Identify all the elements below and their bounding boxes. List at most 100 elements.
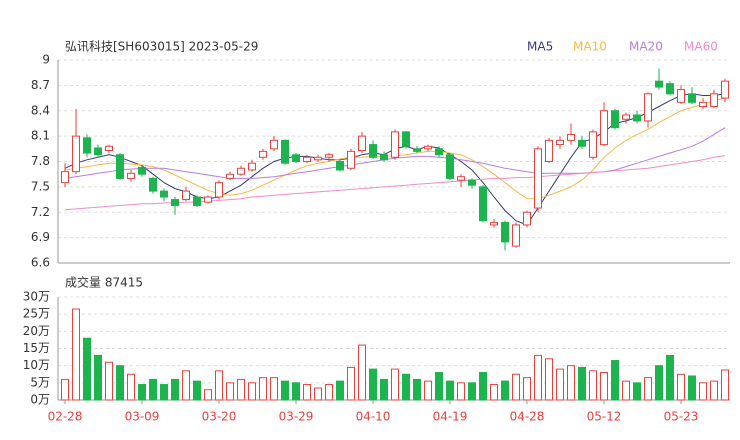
legend-label: MA20 [629, 40, 663, 54]
x-tick-label: 02-28 [48, 410, 83, 424]
candle-body [600, 110, 608, 146]
y-tick-label: 7.5 [31, 179, 50, 193]
volume-bar [402, 373, 410, 401]
volume-bar [677, 373, 685, 401]
volume-bar [490, 384, 498, 401]
volume-bar [303, 384, 311, 401]
volume-bar [83, 337, 91, 401]
candle-body [556, 139, 564, 146]
y-tick-label: 8.1 [31, 129, 50, 143]
volume-bar [325, 384, 333, 401]
candle-body [589, 131, 597, 158]
volume-bar [611, 360, 619, 401]
candle-body [325, 154, 333, 158]
volume-bar [215, 370, 223, 401]
volume-bar [468, 382, 476, 401]
y-tick-label: 20万 [23, 324, 50, 338]
candle-body [479, 186, 487, 222]
candle-body [721, 80, 729, 99]
volume-bar [534, 354, 542, 401]
volume-bar [270, 377, 278, 401]
candle-body [292, 154, 300, 163]
candle-body [523, 211, 531, 226]
volume-bar [182, 370, 190, 401]
volume-bar [578, 366, 586, 401]
candle-body [182, 190, 190, 201]
volume-bar [501, 380, 509, 401]
candle-body [248, 162, 256, 171]
candle-body [545, 139, 553, 163]
volume-bar [127, 373, 135, 401]
candle-body [677, 89, 685, 103]
candle-body [468, 179, 476, 186]
volume-bar [391, 368, 399, 401]
candle-body [688, 93, 696, 103]
volume-bar [655, 365, 663, 401]
candle-body [457, 176, 465, 181]
volume-bar [424, 380, 432, 401]
y-tick-label: 0万 [30, 393, 50, 407]
volume-bar [446, 380, 454, 401]
candle-body [127, 172, 135, 179]
candle-body [193, 196, 201, 206]
x-tick-label: 04-19 [433, 410, 468, 424]
x-tick-label: 04-10 [356, 410, 391, 424]
volume-title: 成交量 87415 [65, 275, 143, 290]
volume-bar [226, 382, 234, 401]
x-tick-label: 03-29 [279, 410, 314, 424]
candle-body [490, 221, 498, 226]
volume-bar [116, 365, 124, 401]
volume-bar [699, 382, 707, 401]
chart-title: 弘讯科技[SH603015] 2023-05-29 [65, 40, 258, 54]
volume-bar [369, 368, 377, 401]
legend-label: MA10 [573, 40, 607, 54]
candle-body [83, 137, 91, 154]
volume-bar [259, 377, 267, 401]
volume-bar [61, 378, 69, 401]
y-tick-label: 7.8 [31, 154, 50, 168]
volume-bar [666, 354, 674, 401]
candle-body [501, 221, 509, 243]
x-tick-label: 03-09 [125, 410, 160, 424]
y-tick-label: 9 [42, 53, 50, 67]
candle-body [358, 135, 366, 152]
candle-body [138, 166, 146, 175]
y-tick-label: 5万 [30, 375, 50, 389]
volume-bar [358, 344, 366, 401]
candle-body [644, 93, 652, 122]
legend-label: MA60 [684, 40, 718, 54]
candle-body [710, 93, 718, 108]
volume-bar [336, 380, 344, 401]
candle-body [160, 190, 168, 198]
volume-bar [105, 361, 113, 401]
volume-bar [622, 380, 630, 401]
volume-bar [567, 365, 575, 401]
candle-body [534, 148, 542, 209]
candle-body [94, 147, 102, 156]
candle-body [655, 80, 663, 88]
candle-body [226, 173, 234, 179]
volume-bar [589, 370, 597, 401]
candle-body [446, 154, 454, 179]
y-tick-label: 25万 [23, 307, 50, 321]
candle-body [402, 131, 410, 147]
volume-bar [721, 369, 729, 401]
volume-bar [600, 372, 608, 401]
x-tick-label: 05-23 [664, 410, 699, 424]
volume-bar [94, 354, 102, 401]
candle-body [567, 133, 575, 141]
candle-body [314, 156, 322, 161]
candle-body [237, 167, 245, 175]
volume-bar [380, 378, 388, 401]
candle-body [380, 154, 388, 161]
candle-body [369, 144, 377, 158]
candle-body [622, 114, 630, 120]
volume-bar [556, 368, 564, 401]
candle-body [72, 135, 80, 173]
volume-bar [292, 382, 300, 401]
volume-bar [138, 384, 146, 401]
candle-body [578, 139, 586, 147]
candle-body [303, 156, 311, 162]
candle-body [413, 148, 421, 152]
